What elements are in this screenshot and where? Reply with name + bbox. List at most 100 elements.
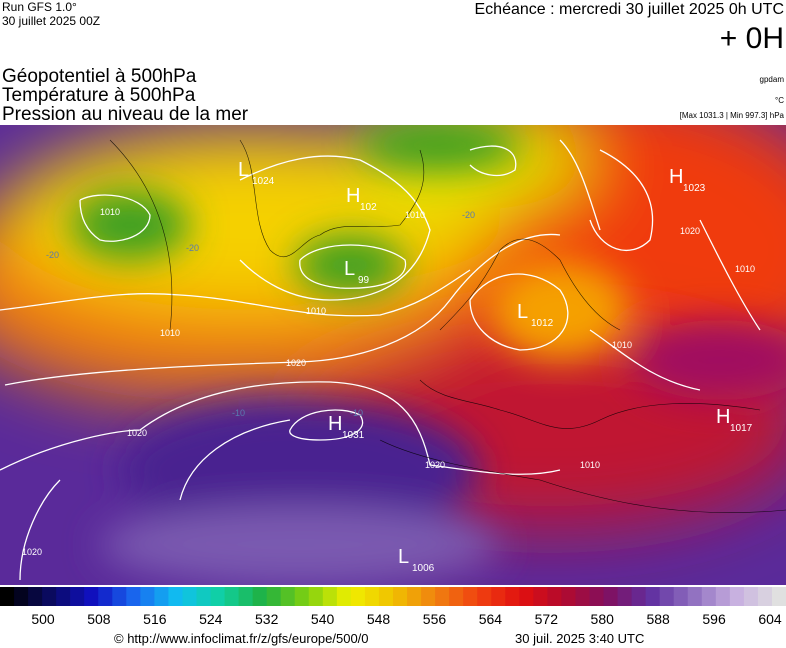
colorbar-cell [421,587,436,606]
colorbar-cell [393,587,408,606]
colorbar-cell [561,587,576,606]
colorbar-cell [687,587,703,606]
temperature-label: -20 [46,250,59,260]
center-value: 102 [360,202,377,213]
isobar-label: 1010 [160,328,180,338]
colorbar-cell [266,587,282,606]
offset: + 0H [720,22,784,55]
isobars [0,139,761,581]
echeance: Echéance : mercredi 30 juillet 2025 0h U… [475,1,785,18]
colorbar-cell [575,587,590,606]
colorbar-cell [407,587,422,606]
colorbar-cell [505,587,520,606]
colorbar-tick-label: 556 [423,611,447,627]
colorbar-cell [519,587,534,606]
colorbar-cell [168,587,183,606]
colorbar-cell [603,587,619,606]
colorbar-cell [308,587,324,606]
colorbar-cell [673,587,689,606]
colorbar-cell [182,587,197,606]
title: Géopotentiel à 500hPa [2,66,197,87]
center-value: 1031 [342,430,365,441]
colorbar-cell [42,587,57,606]
colorbar-tick-label: 548 [367,611,391,627]
colorbar-tick-label: 588 [646,611,670,627]
colorbar-cell [140,587,155,606]
colorbar-cell [336,587,352,606]
colorbar-cell [743,587,759,606]
colorbar-cell [547,587,562,606]
colorbar-cell [659,587,675,606]
center-symbol: L [238,159,249,181]
colorbar-cell [771,587,786,606]
colorbar-tick-label: 524 [199,611,223,627]
colorbar-tick-label: 564 [479,611,503,627]
footer-url: © http://www.infoclimat.fr/z/gfs/europe/… [114,631,369,646]
title: Pression au niveau de la mer [2,104,249,125]
isobar-label: 1010 [306,306,326,316]
colorbar-cell [28,587,43,606]
colorbar-tick-label: 604 [758,611,782,627]
center-value: 1006 [412,563,435,574]
colorbar-cell [463,587,478,606]
colorbar-tick-label: 516 [143,611,167,627]
colorbar-cell [350,587,366,606]
temperature-label: -10 [350,408,363,418]
colorbar-cell [449,587,464,606]
colorbar-tick-label: 508 [87,611,111,627]
center-value: 1023 [683,183,706,194]
center-symbol: H [328,413,342,435]
center-value: 1012 [531,318,554,329]
colorbar-cell [757,587,773,606]
colorbar-cell [701,587,717,606]
colorbar-cell [364,587,380,606]
isobar-label: 1020 [680,226,700,236]
colorbar-cell [224,587,240,606]
center-symbol: H [669,166,683,188]
isobar-label: 1020 [127,428,147,438]
colorbar-cell [589,587,605,606]
colorbar-cell [0,587,15,606]
isobar-label: 1020 [425,460,445,470]
colorbar-tick-label: 532 [255,611,279,627]
colorbar-cell [294,587,310,606]
colorbar-cell [238,587,254,606]
colorbar: 500 508 516 524 532 540 548 556 564 572 580 588 596 6… [0,587,786,627]
center-value: 1024 [252,176,275,187]
colorbar-tick-label: 500 [31,611,55,627]
colorbar-cell [112,587,127,606]
colorbar-cell [84,587,99,606]
temperature-label: -20 [186,243,199,253]
isobar-label: 1010 [580,460,600,470]
isobar-label: 1010 [612,340,632,350]
colorbar-cell [533,587,548,606]
temperature-label: -10 [232,408,245,418]
center-symbol: L [517,301,528,323]
colorbar-cell [252,587,268,606]
colorbar-tick-label: 596 [702,611,726,627]
isobar-label: 1020 [286,358,306,368]
center-value: 99 [358,275,370,286]
footer-time: 30 juil. 2025 3:40 UTC [515,631,644,646]
colorbar-cell [14,587,29,606]
isobar-label: 1010 [735,264,755,274]
colorbar-cell [435,587,450,606]
colorbar-cell [70,587,85,606]
temperature-label: -20 [462,210,475,220]
run: Run GFS 1.0° [2,0,77,14]
colorbar-cell [715,587,731,606]
isobar-label: 1020 [22,547,42,557]
colorbar-cell [617,587,633,606]
colorbar-cell [477,587,492,606]
colorbar-cell [154,587,169,606]
colorbar-tick-label: 540 [311,611,335,627]
colorbar-tick-label: 580 [591,611,615,627]
colorbar-cell [378,587,394,606]
unit: [Max 1031.3 | Min 997.3] hPa [680,111,785,120]
isobar-label: 1010 [405,210,425,220]
colorbar-cell [196,587,212,606]
unit: gpdam [760,75,785,84]
center-symbol: H [346,185,360,207]
colorbar-cell [322,587,338,606]
